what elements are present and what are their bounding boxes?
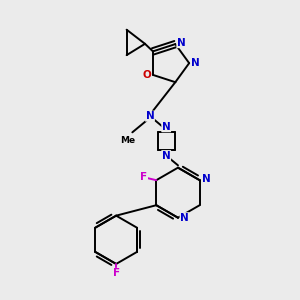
Text: N: N (162, 122, 171, 132)
Text: N: N (162, 151, 171, 160)
Text: F: F (112, 268, 120, 278)
Text: N: N (191, 58, 200, 68)
Text: F: F (140, 172, 148, 182)
Text: N: N (146, 111, 154, 121)
Text: N: N (180, 213, 189, 223)
Text: N: N (202, 174, 211, 184)
Text: N: N (177, 38, 186, 48)
Text: O: O (142, 70, 151, 80)
Text: Me: Me (120, 136, 136, 145)
